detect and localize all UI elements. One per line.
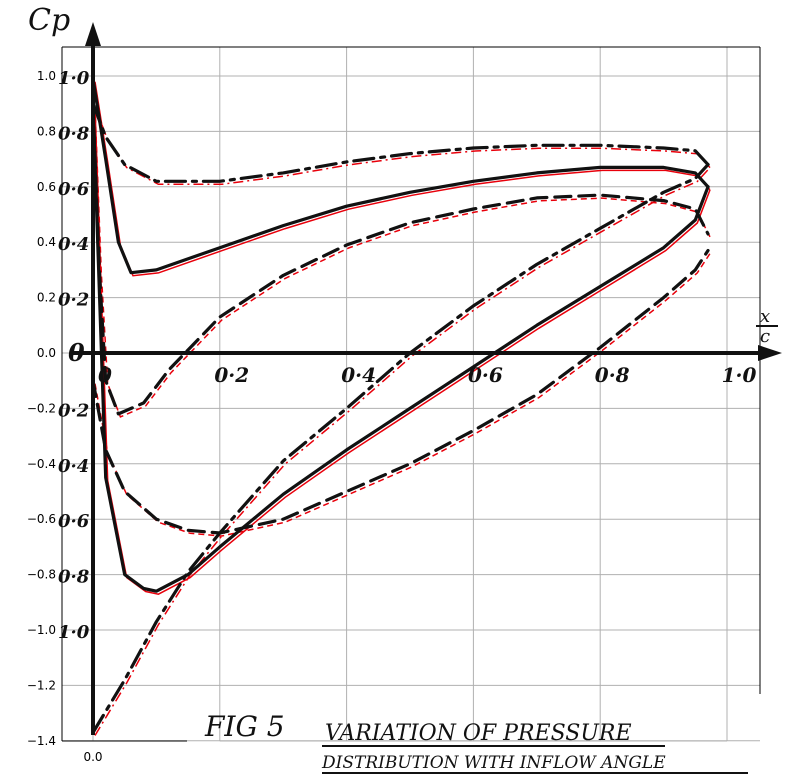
y-tick-label: −0.6 xyxy=(27,512,56,526)
y-tick-label: −1.4 xyxy=(27,734,56,748)
caption-line-2: DISTRIBUTION WITH INFLOW ANGLE xyxy=(321,753,666,773)
x-axis-label-denominator: c xyxy=(760,326,770,347)
hand-y-tick-label: 0·2 xyxy=(58,400,89,421)
hand-y-tick-label: 0·6 xyxy=(58,179,90,200)
sketch-curve-dashdot-upper xyxy=(91,102,710,183)
hand-y-tick-label: 0·6 xyxy=(58,511,90,532)
model-curve-solid-upper xyxy=(94,81,711,277)
y-tick-label: 0.0 xyxy=(37,346,56,360)
sketch-curve-solid-lower xyxy=(91,102,710,593)
hand-drawn-axes xyxy=(70,22,782,735)
model-curve-dashdot-upper xyxy=(94,106,711,186)
axes-frame xyxy=(61,46,761,742)
y-axis-label: Cp xyxy=(28,3,70,38)
hand-y-tick-label: 0·4 xyxy=(58,234,89,255)
sketch-curve-dashdot-lower xyxy=(91,163,710,735)
y-tick-label: −1.2 xyxy=(27,678,56,692)
y-tick-label: −1.0 xyxy=(27,623,56,637)
caption-line-1: VARIATION OF PRESSURE xyxy=(325,721,632,746)
y-tick-label: 0.2 xyxy=(37,291,56,305)
y-tick-label: 1.0 xyxy=(37,69,56,83)
hand-y-tick-label: 1·0 xyxy=(58,622,90,643)
x-axis-label-numerator: x xyxy=(760,306,770,327)
sketch-curve-dashed-upper xyxy=(91,102,710,416)
hand-x-tick-label: 0 xyxy=(98,363,112,387)
y-tick-label: 0.4 xyxy=(37,235,56,249)
hand-y-tick-label: 0·2 xyxy=(58,290,89,311)
hand-x-tick-label: 0·6 xyxy=(468,363,503,387)
hand-x-tick-label: 1·0 xyxy=(722,363,757,387)
hand-y-tick-label: 0 xyxy=(68,338,85,367)
hand-x-axis-arrow-icon xyxy=(758,345,782,361)
y-tick-label: −0.4 xyxy=(27,457,56,471)
model-curve-dashdot-lower xyxy=(94,167,711,736)
tick-labels: 1.0 0.8 0.6 0.4 0.2 0.0 −0.2 −0.4 −0.6 −0.8 −1.0 −1… xyxy=(27,68,757,764)
x-tick-label: 0.0 xyxy=(83,750,102,764)
sketch-curve-dashed-lower xyxy=(91,248,710,535)
y-tick-label: 0.6 xyxy=(37,180,56,194)
model-curve-dashed-lower xyxy=(94,253,711,537)
figure-number: FIG 5 xyxy=(204,710,285,743)
hand-y-tick-label: 0·4 xyxy=(58,456,89,477)
y-tick-label: 0.8 xyxy=(37,124,56,138)
hand-y-tick-label: 0·8 xyxy=(58,123,90,144)
hand-y-tick-label: 1·0 xyxy=(58,68,90,89)
hand-y-axis-arrow-icon xyxy=(85,22,101,46)
hand-y-tick-label: 0·8 xyxy=(58,567,90,588)
hand-x-tick-label: 0·2 xyxy=(214,363,249,387)
sketch-curves xyxy=(91,77,710,735)
sketch-curve-solid-upper xyxy=(91,77,710,275)
y-tick-label: −0.2 xyxy=(27,401,56,415)
y-tick-label: −0.8 xyxy=(27,568,56,582)
hand-x-tick-label: 0·4 xyxy=(341,363,376,387)
hand-x-tick-label: 0·8 xyxy=(595,363,630,387)
